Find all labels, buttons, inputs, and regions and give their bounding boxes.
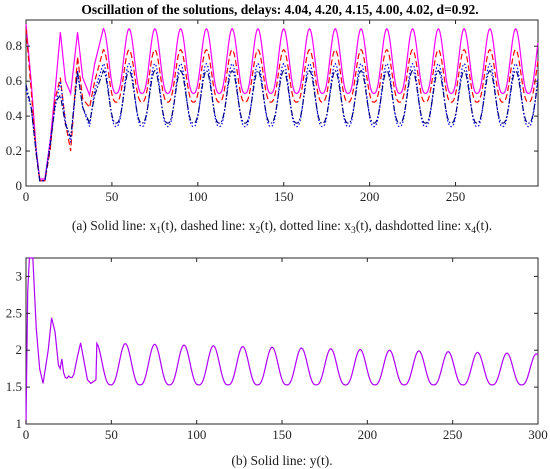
panel-a-series-x2t — [25, 28, 539, 182]
panel-a-series-x1t — [25, 23, 539, 180]
panel-b-y-tick-label: 2 — [16, 342, 23, 357]
panel-b-y-tick-label: 2.5 — [6, 305, 22, 320]
panel-b-x-tick-label: 200 — [358, 427, 378, 442]
caption-a: (a) Solid line: x1(t), dashed line: x2(t… — [72, 218, 492, 236]
panel-a-y-tick-label: 0 — [16, 178, 23, 193]
panel-b-y-tick-label: 1 — [16, 416, 23, 431]
panel-b: 0 50 100 150 200 250 300 1 1.5 2 2.5 3 — [6, 257, 548, 442]
panel-a-x-tick-label: 0 — [23, 189, 30, 204]
panel-a: 0 50 100 150 200 250 0 0.2 0.4 0.6 0.8 — [6, 19, 539, 204]
panel-a-x-tick-label: 100 — [188, 189, 208, 204]
panel-a-ticks: 0 50 100 150 200 250 0 0.2 0.4 0.6 0.8 — [6, 20, 538, 204]
panel-b-series-yt — [25, 257, 539, 425]
chart-title: Oscillation of the solutions, delays: 4.… — [81, 2, 478, 17]
panel-b-y-tick-label: 1.5 — [6, 379, 22, 394]
panel-a-y-tick-label: 0.2 — [6, 143, 22, 158]
panel-a-x-tick-label: 150 — [274, 189, 294, 204]
panel-b-x-tick-label: 100 — [187, 427, 207, 442]
panel-b-series — [25, 257, 539, 425]
panel-a-x-tick-label: 50 — [105, 189, 118, 204]
panel-b-axes-box — [25, 257, 539, 425]
panel-b-x-tick-label: 150 — [272, 427, 292, 442]
panel-b-ticks: 0 50 100 150 200 250 300 1 1.5 2 2.5 3 — [6, 258, 548, 442]
panel-b-x-tick-label: 250 — [443, 427, 463, 442]
panel-b-y-tick-label: 3 — [16, 268, 23, 283]
panel-b-x-tick-label: 300 — [528, 427, 548, 442]
panel-a-axes-box — [25, 19, 539, 187]
panel-a-series-x4t — [25, 69, 539, 182]
panel-a-x-tick-label: 200 — [360, 189, 380, 204]
panel-b-x-tick-label: 0 — [23, 427, 30, 442]
panel-a-y-tick-label: 0.6 — [6, 73, 23, 88]
panel-a-x-tick-label: 250 — [446, 189, 466, 204]
panel-a-series — [25, 23, 539, 182]
panel-a-y-tick-label: 0.8 — [6, 38, 22, 53]
panel-a-y-tick-label: 0.4 — [6, 108, 23, 123]
caption-b: (b) Solid line: y(t). — [231, 453, 332, 468]
panel-b-x-tick-label: 50 — [105, 427, 118, 442]
